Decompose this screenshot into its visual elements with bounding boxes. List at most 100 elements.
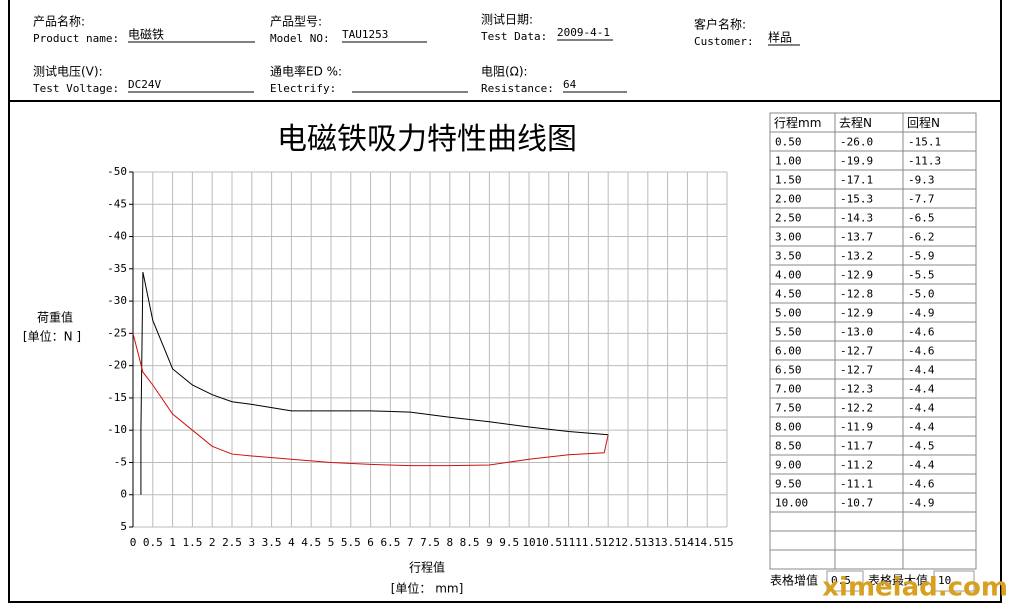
x-tick-label: 9.5 (499, 536, 519, 549)
table-cell: -12.7 (840, 345, 873, 358)
field-label-en: Model NO: (270, 32, 330, 45)
table-cell: -13.7 (840, 231, 873, 244)
table-cell: -17.1 (840, 174, 873, 187)
table-cell: -4.4 (908, 459, 935, 472)
x-tick-label: 6 (367, 536, 374, 549)
y-tick-label: -5 (114, 455, 127, 468)
table-cell: 6.00 (775, 345, 802, 358)
table-cell: -7.7 (908, 193, 935, 206)
series-line (132, 333, 609, 467)
x-tick-label: 3.5 (262, 536, 282, 549)
step-box[interactable] (826, 570, 864, 592)
x-tick-label: 1.5 (182, 536, 202, 549)
table-cell: 4.00 (775, 269, 802, 282)
table-cell: -5.5 (908, 269, 935, 282)
x-unit: [单位： mm] (391, 581, 464, 596)
table-cell: -15.3 (840, 193, 873, 206)
field-label-cn: 客户名称: (694, 17, 746, 32)
y-tick-label: -35 (107, 262, 127, 275)
field-label-en: Test Voltage: (33, 82, 119, 95)
x-tick-label: 11 (562, 536, 575, 549)
field-label-en: Product name: (33, 32, 119, 45)
x-tick-label: 8.5 (460, 536, 480, 549)
field-label-cn: 测试电压(V): (33, 64, 103, 79)
step-label: 表格增值 (770, 573, 818, 588)
table-cell: 6.50 (775, 364, 802, 377)
table-cell: -4.4 (908, 421, 935, 434)
table-cell: -4.9 (908, 497, 935, 510)
y-unit: [单位：N ] (23, 329, 81, 344)
table-cell: 4.50 (775, 288, 802, 301)
y-tick-label: 5 (120, 520, 127, 533)
table-cell: -12.9 (840, 307, 873, 320)
y-tick-label: -25 (107, 326, 127, 339)
y-label: 荷重值 (37, 310, 73, 325)
field-label-en: Customer: (694, 35, 754, 48)
x-tick-label: 4 (288, 536, 295, 549)
table-cell: -26.0 (840, 136, 873, 149)
table-cell: 2.00 (775, 193, 802, 206)
table-cell: 2.50 (775, 212, 802, 225)
field-value: 64 (563, 78, 577, 91)
x-tick-label: 0 (130, 536, 137, 549)
x-tick-label: 14 (681, 536, 695, 549)
x-tick-label: 10.5 (536, 536, 563, 549)
table-header: 去程N (839, 115, 872, 130)
table-cell: -11.9 (840, 421, 873, 434)
y-tick-label: -15 (107, 391, 127, 404)
x-tick-label: 8 (446, 536, 453, 549)
table-cell: -12.9 (840, 269, 873, 282)
table-cell: -12.2 (840, 402, 873, 415)
y-tick-label: -10 (107, 423, 127, 436)
x-tick-label: 4.5 (301, 536, 321, 549)
x-tick-label: 7 (407, 536, 414, 549)
table-cell: -4.6 (908, 478, 935, 491)
table-cell: -4.6 (908, 345, 935, 358)
field-value: 样品 (768, 30, 792, 45)
max-box[interactable] (933, 570, 975, 592)
field-label-cn: 产品型号: (270, 15, 322, 29)
y-tick-label: -40 (107, 230, 127, 243)
x-tick-label: 11.5 (575, 536, 602, 549)
table-cell: -10.7 (840, 497, 873, 510)
x-tick-label: 9 (486, 536, 493, 549)
field-label-en: Resistance: (481, 82, 554, 95)
table-header: 回程N (907, 115, 940, 130)
y-tick-label: -45 (107, 197, 127, 210)
series-line (140, 271, 609, 495)
table-cell: 8.50 (775, 440, 802, 453)
y-tick-label: 0 (120, 488, 127, 501)
field-label-en: Test Data: (481, 30, 547, 43)
table-cell: -13.2 (840, 250, 873, 263)
table-cell: -9.3 (908, 174, 935, 187)
table-cell: -6.5 (908, 212, 935, 225)
field-label-en: Electrify: (270, 82, 336, 95)
table-cell: -4.4 (908, 402, 935, 415)
table-cell: -4.9 (908, 307, 935, 320)
field-value: DC24V (128, 78, 161, 91)
table-cell: -4.5 (908, 440, 935, 453)
x-tick-label: 2.5 (222, 536, 242, 549)
field-label-cn: 电阻(Ω): (481, 65, 528, 79)
table-cell: -15.1 (908, 136, 941, 149)
table-cell: -12.3 (840, 383, 873, 396)
table-cell: -12.8 (840, 288, 873, 301)
table-header: 行程mm (774, 115, 821, 130)
table-cell: 8.00 (775, 421, 802, 434)
table-cell: 9.00 (775, 459, 802, 472)
x-tick-label: 13.5 (654, 536, 681, 549)
table-cell: 7.00 (775, 383, 802, 396)
field-value: 2009-4-1 (557, 26, 610, 39)
x-tick-label: 13 (641, 536, 654, 549)
table-cell: -4.6 (908, 326, 935, 339)
table-cell: -5.9 (908, 250, 935, 263)
max-value: 10 (938, 574, 951, 587)
x-tick-label: 2 (209, 536, 216, 549)
table-cell: -12.7 (840, 364, 873, 377)
x-tick-label: 14.5 (694, 536, 721, 549)
chart-title: 电磁铁吸力特性曲线图 (277, 122, 577, 157)
table-cell: -6.2 (908, 231, 935, 244)
x-tick-label: 0.5 (143, 536, 163, 549)
table-cell: 10.00 (775, 497, 808, 510)
